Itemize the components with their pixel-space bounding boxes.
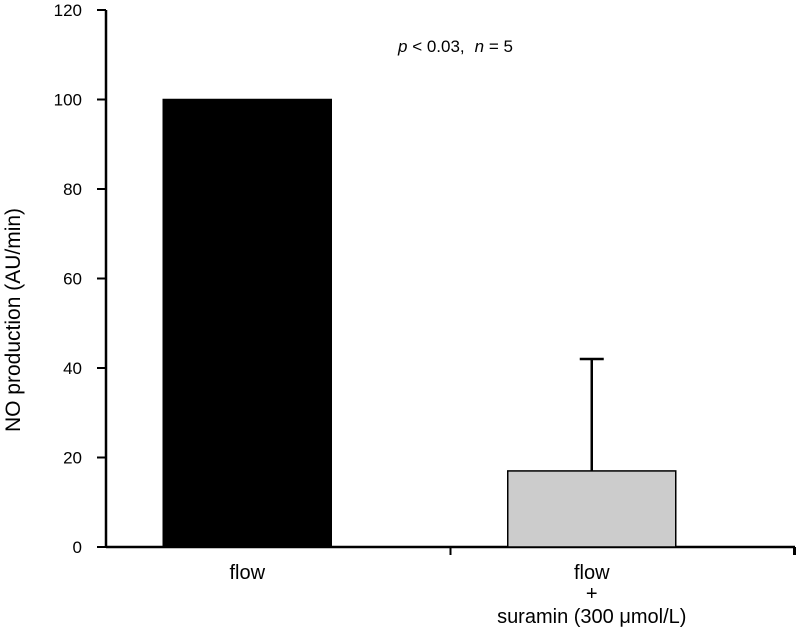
y-tick-label: 0 (73, 538, 82, 557)
y-tick-label: 80 (63, 180, 82, 199)
category-label: suramin (300 μmol/L) (497, 606, 686, 627)
p-symbol: p (397, 37, 407, 56)
y-tick-label: 100 (54, 91, 82, 110)
p-value-text: < 0.03, (407, 37, 464, 56)
category-label: + (586, 583, 598, 605)
y-axis: 0 20 40 60 80 100 120 (54, 1, 108, 557)
bars (162, 98, 677, 548)
annotation: p < 0.03, n = 5 (397, 37, 513, 56)
x-axis (106, 545, 796, 555)
error-bars (579, 357, 604, 471)
category-labels: flow flow+suramin (300 μmol/L) (229, 562, 686, 627)
n-symbol: n (475, 37, 484, 56)
y-tick-label: 20 (63, 449, 82, 468)
bar (507, 470, 677, 548)
n-value-text: = 5 (484, 37, 513, 56)
category-label: flow (229, 562, 265, 584)
y-axis-title: NO production (AU/min) (2, 208, 25, 432)
bar (162, 98, 332, 548)
y-tick-label: 60 (63, 270, 82, 289)
category-label: flow (574, 562, 610, 584)
y-tick-label: 120 (54, 1, 82, 20)
y-tick-label: 40 (63, 359, 82, 378)
